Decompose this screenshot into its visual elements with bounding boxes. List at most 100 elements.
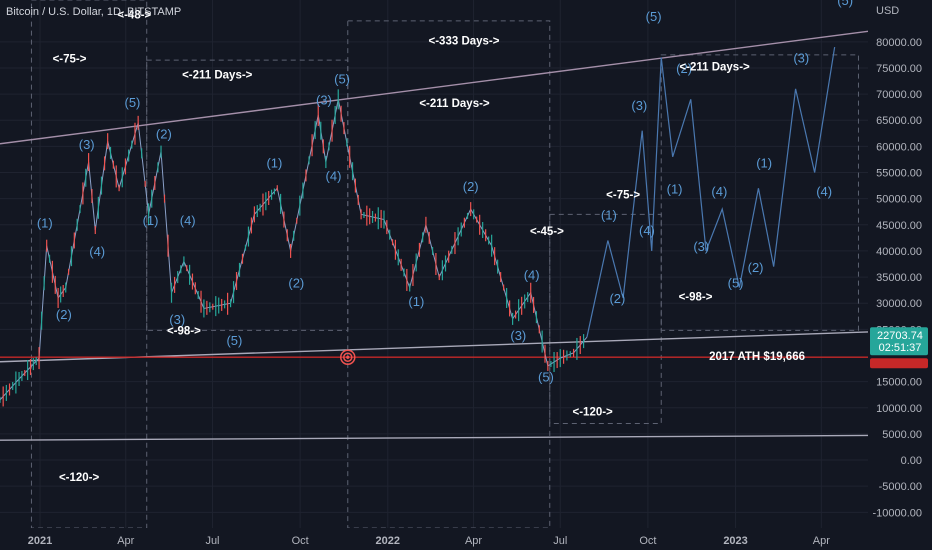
wave-label: (1)	[266, 155, 282, 170]
trend-line	[0, 30, 869, 145]
y-tick-label: -10000.00	[872, 507, 922, 519]
price-series	[0, 89, 588, 407]
ath-badge	[870, 358, 928, 369]
x-tick-label: Jul	[205, 535, 219, 547]
y-tick-label: 10000.00	[876, 403, 922, 415]
x-axis-bg	[0, 528, 932, 550]
wave-label: (3)	[316, 93, 332, 108]
wave-label: (2)	[56, 307, 72, 322]
wave-label: (3)	[693, 239, 709, 254]
day-annotation: <-333 Days->	[429, 35, 500, 47]
day-annotation: <-98->	[167, 326, 201, 338]
wave-label: (2)	[156, 127, 172, 142]
wave-label: (4)	[89, 244, 105, 259]
x-tick-label: 2021	[28, 535, 52, 547]
y-axis: USD 80000.00 75000.00 70000.00 65000.00 60000…	[868, 0, 932, 550]
wave-label: (2)	[676, 61, 692, 76]
day-annotation: <-120->	[573, 407, 614, 419]
y-tick-label: 35000.00	[876, 272, 922, 284]
day-annotation: <-211 Days->	[679, 62, 750, 74]
y-tick-label: 45000.00	[876, 220, 922, 232]
measure-box	[660, 54, 859, 331]
wave-label: (4)	[180, 213, 196, 228]
day-annotation: <-48->	[117, 9, 151, 21]
wave-label: (4)	[326, 168, 342, 183]
y-tick-label: 0.00	[901, 455, 922, 467]
wave-label: (4)	[524, 268, 540, 283]
wave-label: (1)	[143, 213, 159, 228]
wave-label: (3)	[793, 51, 809, 66]
day-annotation: <-45->	[530, 226, 564, 238]
symbol-title: Bitcoin / U.S. Dollar, 1D, BITSTAMP	[6, 6, 182, 18]
x-tick-label: Jul	[553, 535, 567, 547]
ath-label: 2017 ATH $19,666	[709, 351, 805, 363]
y-tick-label: 55000.00	[876, 168, 922, 180]
target-icon	[340, 349, 356, 365]
wave-label: (3)	[631, 98, 647, 113]
y-axis-bg	[868, 0, 932, 550]
day-annotation: <-211 Days->	[182, 69, 253, 81]
wave-label: (5)	[728, 276, 744, 291]
y-tick-label: 60000.00	[876, 141, 922, 153]
x-tick-label: Oct	[292, 535, 309, 547]
wave-label: (2)	[748, 260, 764, 275]
forecast-line	[586, 46, 836, 338]
measure-box	[549, 213, 662, 424]
x-tick-label: 2022	[376, 535, 400, 547]
countdown-value: 02:51:37	[879, 342, 922, 354]
wave-label: (1)	[667, 181, 683, 196]
wave-label: (5)	[538, 370, 554, 385]
target-ring	[340, 349, 356, 365]
measure-box	[30, 0, 148, 529]
trend-line	[0, 434, 869, 441]
wave-label: (1)	[601, 208, 617, 223]
day-annotation: <-211 Days->	[419, 98, 490, 110]
wave-label: (2)	[609, 291, 625, 306]
wave-label: (4)	[816, 184, 832, 199]
forecast-series	[586, 46, 836, 338]
wave-label: (4)	[639, 223, 655, 238]
currency-label: USD	[876, 5, 899, 17]
measure-box	[347, 20, 551, 529]
wave-label: (5)	[334, 72, 350, 87]
y-tick-label: 65000.00	[876, 115, 922, 127]
target-dot	[346, 355, 350, 359]
x-tick-label: 2023	[723, 535, 747, 547]
x-tick-label: Oct	[639, 535, 656, 547]
wave-label: (3)	[510, 328, 526, 343]
y-tick-label: -5000.00	[879, 481, 922, 493]
x-tick-label: Apr	[465, 535, 482, 547]
y-tick-label: 40000.00	[876, 246, 922, 258]
wave-label: (5)	[646, 9, 662, 24]
wave-label: (1)	[756, 155, 772, 170]
day-count-annotations: <-75-> <-211 Days-> <-333 Days-> <-211 Days…	[53, 9, 750, 484]
price-badge	[870, 327, 928, 356]
y-tick-label: 30000.00	[876, 298, 922, 310]
wave-labels: (1)(2)(3)(4)(5)(1)(2)(4)(3)(5)(1)(2)(3)(…	[37, 0, 853, 385]
y-tick-label: 5000.00	[882, 429, 922, 441]
wave-label: (2)	[288, 276, 304, 291]
wave-label: (4)	[711, 184, 727, 199]
wave-label: (5)	[226, 333, 242, 348]
day-annotation: <-120->	[59, 472, 100, 484]
wave-label: (3)	[79, 137, 95, 152]
grid	[0, 0, 868, 528]
y-tick-label: 50000.00	[876, 194, 922, 206]
wave-label: (5)	[837, 0, 853, 8]
y-tick-label: 15000.00	[876, 377, 922, 389]
y-tick-label: 80000.00	[876, 37, 922, 49]
wave-label: (3)	[169, 312, 185, 327]
day-annotation: <-98->	[679, 292, 713, 304]
y-tick-label: 70000.00	[876, 89, 922, 101]
wave-label: (1)	[37, 215, 53, 230]
wave-label: (2)	[463, 179, 479, 194]
price-badge-value: 22703.74	[877, 330, 923, 342]
day-annotation: <-75->	[606, 190, 640, 202]
x-tick-label: Apr	[117, 535, 134, 547]
wave-label: (5)	[124, 95, 140, 110]
x-tick-label: Apr	[813, 535, 830, 547]
wave-label: (1)	[408, 294, 424, 309]
trend-lines	[0, 30, 869, 441]
x-axis: 2021 Apr Jul Oct 2022 Apr Jul Oct 2023 Apr	[0, 528, 932, 550]
